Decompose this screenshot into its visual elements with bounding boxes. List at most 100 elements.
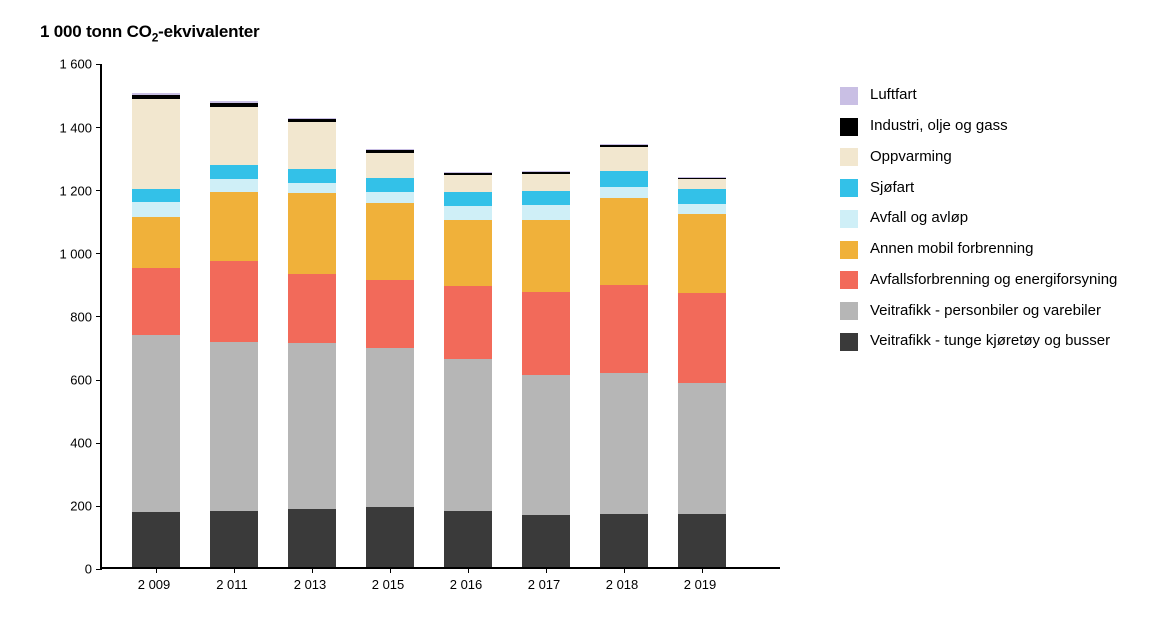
bar-segment-annen_mobil	[210, 192, 258, 261]
bar-segment-oppvarming	[600, 147, 648, 172]
legend-item-annen_mobil: Annen mobil forbrenning	[840, 234, 1117, 265]
bar-segment-veitrafikk_person	[444, 359, 492, 511]
legend-swatch	[840, 333, 858, 351]
bar	[600, 144, 648, 567]
legend-label: Avfallsforbrenning og energiforsyning	[870, 265, 1117, 296]
bar-segment-veitrafikk_tunge	[366, 507, 414, 567]
bar-segment-avfall_avlop	[522, 205, 570, 219]
bar-segment-avfall_avlop	[444, 206, 492, 219]
bar-segment-veitrafikk_tunge	[288, 509, 336, 567]
x-tick-label: 2 009	[138, 577, 171, 592]
legend-swatch	[840, 271, 858, 289]
bar-segment-veitrafikk_person	[600, 373, 648, 513]
bar-segment-avfall_avlop	[132, 202, 180, 217]
chart-container: 02004006008001 0001 2001 4001 600 2 0092…	[40, 64, 1123, 569]
bar-segment-veitrafikk_person	[366, 348, 414, 507]
y-tick	[96, 127, 102, 128]
x-tick	[624, 567, 625, 573]
legend-swatch	[840, 179, 858, 197]
bar-segment-veitrafikk_tunge	[600, 514, 648, 568]
bar-segment-oppvarming	[444, 175, 492, 192]
bar	[132, 93, 180, 567]
bar-segment-annen_mobil	[132, 217, 180, 268]
bar-segment-sjofart	[444, 192, 492, 206]
legend-label: Sjøfart	[870, 173, 914, 204]
bar	[288, 118, 336, 568]
bar-segment-avfallsforbrenning	[288, 274, 336, 343]
y-tick-label: 400	[70, 436, 92, 451]
x-tick	[390, 567, 391, 573]
legend-swatch	[840, 210, 858, 228]
bar-segment-veitrafikk_person	[522, 375, 570, 515]
bar-segment-oppvarming	[132, 99, 180, 189]
y-tick	[96, 64, 102, 65]
plot-area	[100, 64, 780, 569]
x-tick	[702, 567, 703, 573]
bar-segment-veitrafikk_tunge	[132, 512, 180, 567]
bar-segment-avfallsforbrenning	[444, 286, 492, 359]
y-tick-label: 1 200	[59, 183, 92, 198]
x-tick-label: 2 019	[684, 577, 717, 592]
x-tick	[312, 567, 313, 573]
y-tick	[96, 316, 102, 317]
bar-segment-sjofart	[210, 165, 258, 179]
bar-segment-veitrafikk_person	[288, 343, 336, 509]
y-tick	[96, 569, 102, 570]
legend-item-industri: Industri, olje og gass	[840, 111, 1117, 142]
x-tick	[234, 567, 235, 573]
y-tick	[96, 506, 102, 507]
legend-item-luftfart: Luftfart	[840, 80, 1117, 111]
x-tick	[546, 567, 547, 573]
y-tick-label: 600	[70, 373, 92, 388]
legend-label: Avfall og avløp	[870, 203, 968, 234]
bar-segment-sjofart	[132, 189, 180, 202]
bar-segment-avfallsforbrenning	[600, 285, 648, 373]
bar-segment-veitrafikk_person	[132, 335, 180, 512]
legend-swatch	[840, 118, 858, 136]
x-tick	[468, 567, 469, 573]
legend-item-sjofart: Sjøfart	[840, 173, 1117, 204]
x-tick-label: 2 013	[294, 577, 327, 592]
legend-item-avfallsforbrenning: Avfallsforbrenning og energiforsyning	[840, 265, 1117, 296]
x-tick-label: 2 011	[216, 577, 248, 592]
bar-segment-avfall_avlop	[600, 187, 648, 198]
legend-label: Industri, olje og gass	[870, 111, 1008, 142]
bar-segment-annen_mobil	[600, 198, 648, 285]
bar-segment-annen_mobil	[288, 193, 336, 273]
bar-segment-sjofart	[366, 178, 414, 192]
bar-segment-veitrafikk_tunge	[522, 515, 570, 567]
bar-segment-avfallsforbrenning	[678, 293, 726, 383]
chart-title: 1 000 tonn CO2-ekvivalenter	[40, 22, 1123, 44]
legend-label: Veitrafikk - personbiler og varebiler	[870, 296, 1101, 327]
legend-swatch	[840, 241, 858, 259]
bar-segment-avfall_avlop	[210, 179, 258, 192]
bar-segment-sjofart	[288, 169, 336, 183]
x-tick-label: 2 017	[528, 577, 561, 592]
bar-segment-annen_mobil	[444, 220, 492, 286]
bar-segment-oppvarming	[288, 122, 336, 169]
bar-segment-veitrafikk_tunge	[444, 511, 492, 568]
bar-segment-oppvarming	[366, 153, 414, 178]
bar-segment-sjofart	[600, 171, 648, 187]
y-tick	[96, 253, 102, 254]
x-tick	[156, 567, 157, 573]
y-tick-label: 1 400	[59, 120, 92, 135]
y-tick-label: 800	[70, 309, 92, 324]
bar-segment-annen_mobil	[678, 214, 726, 293]
legend-item-oppvarming: Oppvarming	[840, 142, 1117, 173]
x-tick-label: 2 015	[372, 577, 405, 592]
bar-segment-oppvarming	[522, 174, 570, 191]
y-tick	[96, 443, 102, 444]
bar-segment-avfallsforbrenning	[522, 292, 570, 375]
bar-segment-avfall_avlop	[366, 192, 414, 203]
legend-label: Veitrafikk - tunge kjøretøy og busser	[870, 326, 1110, 357]
y-axis: 02004006008001 0001 2001 4001 600	[40, 64, 100, 569]
bar-segment-sjofart	[522, 191, 570, 205]
y-tick	[96, 190, 102, 191]
x-tick-label: 2 018	[606, 577, 639, 592]
bar-segment-avfallsforbrenning	[210, 261, 258, 341]
y-tick-label: 1 600	[59, 57, 92, 72]
legend-label: Oppvarming	[870, 142, 952, 173]
legend-item-veitrafikk_tunge: Veitrafikk - tunge kjøretøy og busser	[840, 326, 1117, 357]
bar	[678, 177, 726, 568]
